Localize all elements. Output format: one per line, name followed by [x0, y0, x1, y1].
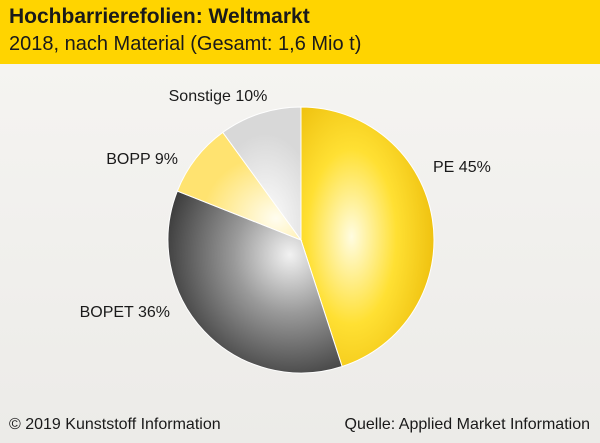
pie-slice-sonstige [222, 106, 302, 242]
copyright-text: © 2019 Kunststoff Information [9, 416, 221, 433]
slice-label-pe: PE 45% [433, 159, 491, 176]
chart-title: Hochbarrierefolien: Weltmarkt [9, 5, 310, 28]
slice-label-bopet: BOPET 36% [80, 304, 170, 321]
chart-subtitle: 2018, nach Material (Gesamt: 1,6 Mio t) [9, 33, 362, 55]
slice-label-sonstige: Sonstige 10% [169, 88, 268, 105]
chart-header: Hochbarrierefolien: Weltmarkt 2018, nach… [0, 0, 600, 65]
pie-slice-pe [300, 106, 435, 368]
pie-slice-bopet [167, 190, 343, 374]
pie-chart-area: PE 45% BOPET 36% BOPP 9% Sonstige 10% [0, 64, 600, 443]
pie-chart: PE 45% BOPET 36% BOPP 9% Sonstige 10% [80, 88, 491, 374]
source-text: Quelle: Applied Market Information [344, 416, 590, 433]
slice-label-bopp: BOPP 9% [106, 151, 178, 168]
